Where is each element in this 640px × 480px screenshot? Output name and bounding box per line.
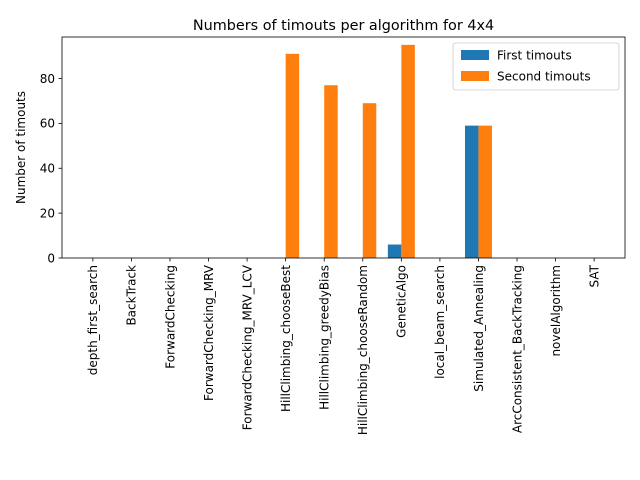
- plot-frame: [61, 36, 626, 259]
- bar-second-10: [478, 125, 492, 259]
- x-tick-label-1: BackTrack: [125, 265, 139, 326]
- bar-first-10: [464, 125, 479, 259]
- x-tick-label-2: ForwardChecking: [163, 265, 177, 369]
- chart-title: Numbers of timouts per algorithm for 4x4: [193, 18, 494, 34]
- bars-group: [285, 44, 492, 259]
- legend-label-0: First timouts: [497, 49, 572, 63]
- x-tick-label-11: ArcConsistent_BackTracking: [510, 265, 524, 433]
- legend-box: [452, 42, 620, 91]
- y-axis: 0 20 40 60 80: [40, 72, 62, 265]
- x-axis: depth_first_search BackTrack ForwardChecki…: [86, 258, 601, 435]
- x-tick-label-9: local_beam_search: [433, 265, 447, 379]
- x-tick-label-10: Simulated_Annealing: [472, 265, 486, 392]
- x-tick-label-3: ForwardChecking_MRV: [202, 264, 216, 401]
- bar-second-7: [362, 103, 377, 258]
- x-tick-label-5: HillClimbing_chooseBest: [279, 265, 293, 412]
- bar-second-6: [324, 85, 338, 258]
- y-tick-label-4: 80: [40, 72, 55, 86]
- x-tick-label-7: HillClimbing_chooseRandom: [356, 265, 370, 435]
- y-tick-label-0: 0: [47, 251, 55, 265]
- legend-swatch-0: [461, 50, 489, 60]
- y-tick-label-1: 20: [40, 206, 55, 220]
- y-tick-label-2: 40: [40, 162, 55, 176]
- legend-label-1: Second timouts: [497, 70, 591, 84]
- y-axis-title: Number of timouts: [14, 91, 28, 204]
- x-tick-label-4: ForwardChecking_MRV_LCV: [240, 264, 254, 430]
- y-tick-label-3: 60: [40, 117, 55, 131]
- x-tick-label-13: SAT: [587, 264, 601, 287]
- legend-swatch-1: [461, 71, 489, 81]
- bar-second-8: [401, 44, 415, 259]
- x-tick-label-6: HillClimbing_greedyBias: [318, 265, 332, 410]
- legend: First timouts Second timouts: [452, 42, 620, 91]
- x-tick-label-12: novelAlgorithm: [549, 265, 563, 357]
- x-tick-label-8: GeneticAlgo: [395, 265, 409, 338]
- x-tick-label-0: depth_first_search: [86, 265, 100, 375]
- bar-second-5: [285, 53, 300, 259]
- bar-first-8: [387, 244, 402, 258]
